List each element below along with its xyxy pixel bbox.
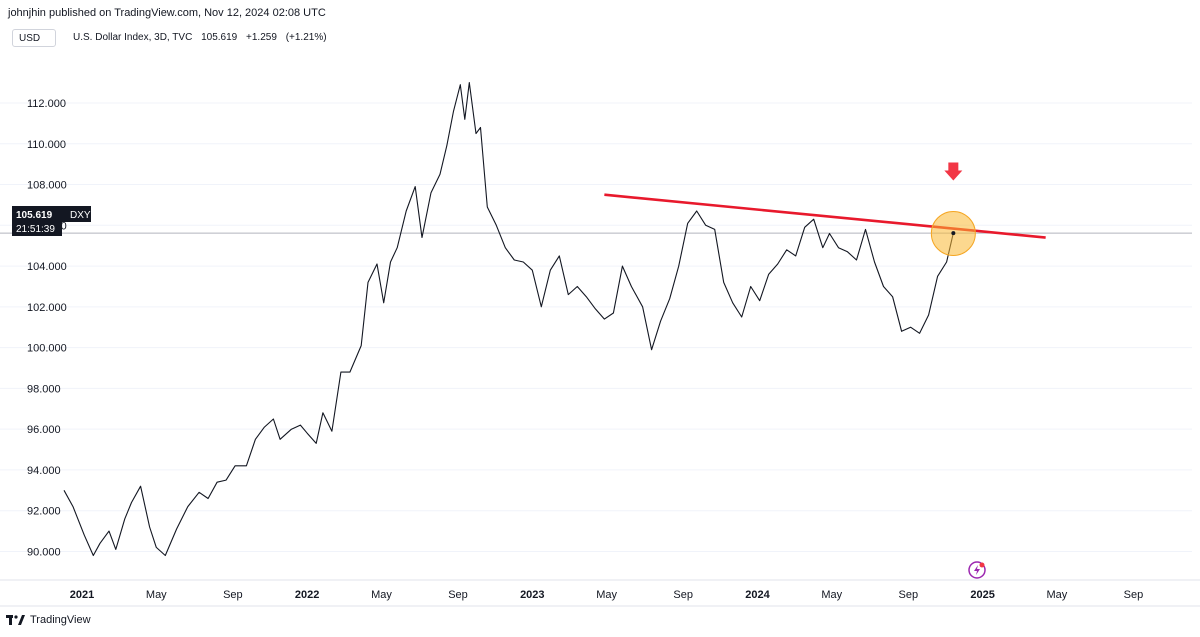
- footer-brand[interactable]: TradingView: [6, 614, 91, 626]
- x-tick-label: 2025: [970, 589, 994, 601]
- last-price-dot: [951, 231, 956, 236]
- price-change-pct: (+1.21%): [285, 32, 327, 43]
- price-tag-bg: [12, 206, 91, 222]
- currency-selector[interactable]: USD: [12, 29, 56, 47]
- y-tick-label: 110.000: [27, 139, 66, 151]
- tradingview-logo-icon: [6, 615, 25, 626]
- x-tick-label: Sep: [673, 589, 693, 601]
- x-tick-label: 2021: [70, 589, 94, 601]
- lightning-icon[interactable]: [968, 561, 986, 579]
- x-tick-label: 2022: [295, 589, 319, 601]
- price-tag: 105.619 DXY 21:51:39: [12, 206, 91, 236]
- x-tick-label: May: [1047, 589, 1068, 601]
- price-change: +1.259: [246, 32, 277, 43]
- y-tick-label: 96.000: [27, 424, 61, 436]
- x-axis: 2021 May Sep 2022 May Sep 2023 May Sep 2024 May Sep…: [70, 589, 1143, 601]
- publish-info: johnjhin published on TradingView.com, N…: [8, 7, 326, 19]
- x-tick-label: Sep: [1124, 589, 1144, 601]
- last-price: 105.619: [201, 32, 238, 43]
- y-axis: 90.000 92.000 94.000 96.000 98.000 100.000 102…: [0, 98, 1192, 558]
- y-tick-label: 100.000: [27, 343, 67, 355]
- y-tick-label: 94.000: [27, 465, 61, 477]
- y-tick-label: 92.000: [27, 506, 61, 518]
- x-tick-label: 2024: [745, 589, 770, 601]
- symbol-legend: U.S. Dollar Index, 3D, TVC 105.619 +1.25…: [73, 32, 333, 43]
- resistance-trendline: [604, 193, 1046, 239]
- price-series-line: [63, 82, 954, 557]
- x-tick-label: May: [821, 589, 842, 601]
- y-tick-label: 108.000: [27, 180, 67, 192]
- symbol-title: U.S. Dollar Index, 3D, TVC: [73, 32, 193, 43]
- y-tick-label: 90.000: [27, 546, 61, 558]
- price-tag-value: 105.619: [16, 210, 53, 221]
- price-tag-countdown: 21:51:39: [16, 224, 55, 235]
- y-tick-label: 104.000: [27, 261, 67, 273]
- x-tick-label: May: [596, 589, 617, 601]
- y-tick-label: 102.000: [27, 302, 67, 314]
- x-tick-label: Sep: [223, 589, 243, 601]
- down-arrow-icon: [944, 162, 963, 181]
- price-tag-ticker: DXY: [70, 210, 91, 221]
- y-tick-label: 112.000: [27, 98, 66, 110]
- countdown-bg: [12, 222, 62, 236]
- x-tick-label: Sep: [448, 589, 468, 601]
- y-tick-label: 98.000: [27, 383, 61, 395]
- x-tick-label: May: [146, 589, 167, 601]
- x-tick-label: May: [371, 589, 392, 601]
- x-tick-label: 2023: [520, 589, 544, 601]
- footer-brand-label: TradingView: [30, 614, 91, 626]
- x-tick-label: Sep: [899, 589, 919, 601]
